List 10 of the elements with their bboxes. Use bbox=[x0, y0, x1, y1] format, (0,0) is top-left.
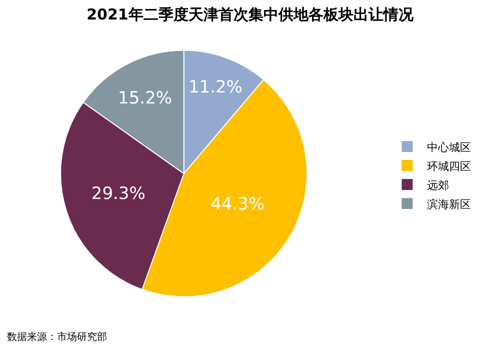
legend-label: 中心城区 bbox=[427, 140, 472, 154]
chart-title: 2021年二季度天津首次集中供地各板块出让情况 bbox=[86, 5, 414, 24]
data-label: 44.3% bbox=[210, 194, 265, 215]
legend-label: 环城四区 bbox=[427, 160, 472, 173]
data-label: 15.2% bbox=[118, 88, 172, 109]
data-label: 11.2% bbox=[188, 78, 242, 98]
data-label: 29.3% bbox=[91, 184, 146, 204]
legend-label: 滨海新区 bbox=[427, 198, 472, 211]
source-note: 数据来源：市场研究部 bbox=[7, 331, 107, 343]
legend-label: 远郊 bbox=[427, 178, 450, 192]
